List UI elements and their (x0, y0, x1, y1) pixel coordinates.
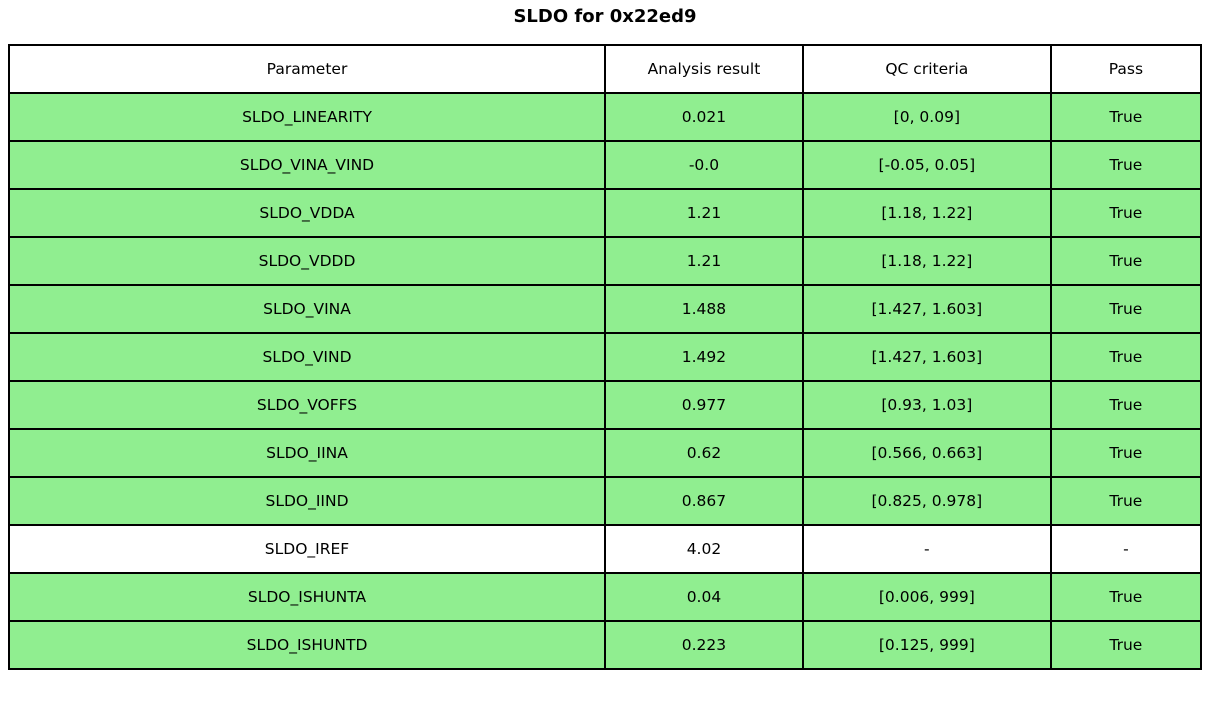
cell-parameter: SLDO_IINA (7, 428, 607, 478)
table-row: SLDO_ISHUNTD 0.223 [0.125, 999] True (7, 620, 1203, 670)
qc-results-table: Parameter Analysis result QC criteria Pa… (7, 44, 1203, 670)
header-row: Parameter Analysis result QC criteria Pa… (7, 44, 1203, 94)
cell-pass: True (1049, 332, 1203, 382)
cell-criteria: [0.125, 999] (801, 620, 1052, 670)
cell-parameter: SLDO_VOFFS (7, 380, 607, 430)
cell-parameter: SLDO_ISHUNTD (7, 620, 607, 670)
cell-result: 0.223 (604, 620, 804, 670)
table-row: SLDO_VINA_VIND -0.0 [-0.05, 0.05] True (7, 140, 1203, 190)
cell-criteria: [0.566, 0.663] (801, 428, 1052, 478)
cell-parameter: SLDO_VINA_VIND (7, 140, 607, 190)
table-row: SLDO_VOFFS 0.977 [0.93, 1.03] True (7, 380, 1203, 430)
table-header: Parameter Analysis result QC criteria Pa… (7, 44, 1203, 94)
cell-criteria: [1.18, 1.22] (801, 236, 1052, 286)
header-pass: Pass (1049, 44, 1203, 94)
cell-criteria: - (801, 524, 1052, 574)
cell-pass: True (1049, 476, 1203, 526)
header-qc-criteria: QC criteria (801, 44, 1052, 94)
table-row: SLDO_IINA 0.62 [0.566, 0.663] True (7, 428, 1203, 478)
cell-parameter: SLDO_LINEARITY (7, 92, 607, 142)
cell-result: 1.488 (604, 284, 804, 334)
cell-parameter: SLDO_IREF (7, 524, 607, 574)
cell-result: 0.62 (604, 428, 804, 478)
cell-pass: True (1049, 188, 1203, 238)
cell-criteria: [0, 0.09] (801, 92, 1052, 142)
cell-pass: True (1049, 92, 1203, 142)
cell-result: 0.977 (604, 380, 804, 430)
cell-parameter: SLDO_VDDA (7, 188, 607, 238)
table-row: SLDO_IREF 4.02- - (7, 524, 1203, 574)
cell-pass: True (1049, 572, 1203, 622)
cell-pass: True (1049, 620, 1203, 670)
cell-parameter: SLDO_VIND (7, 332, 607, 382)
header-parameter: Parameter (7, 44, 607, 94)
cell-result: -0.0 (604, 140, 804, 190)
table-row: SLDO_VDDA 1.21 [1.18, 1.22] True (7, 188, 1203, 238)
cell-result: 4.02 (604, 524, 804, 574)
cell-criteria: [0.006, 999] (801, 572, 1052, 622)
cell-criteria: [1.427, 1.603] (801, 284, 1052, 334)
cell-parameter: SLDO_VDDD (7, 236, 607, 286)
cell-parameter: SLDO_VINA (7, 284, 607, 334)
cell-pass: True (1049, 140, 1203, 190)
cell-result: 1.492 (604, 332, 804, 382)
cell-pass: True (1049, 380, 1203, 430)
cell-criteria: [1.18, 1.22] (801, 188, 1052, 238)
cell-result: 1.21 (604, 236, 804, 286)
cell-result: 0.04 (604, 572, 804, 622)
cell-pass: True (1049, 428, 1203, 478)
cell-parameter: SLDO_ISHUNTA (7, 572, 607, 622)
table-row: SLDO_VDDD 1.21 [1.18, 1.22] True (7, 236, 1203, 286)
cell-parameter: SLDO_IIND (7, 476, 607, 526)
table-body: SLDO_LINEARITY 0.021 [0, 0.09] True SLDO_VIN… (7, 92, 1203, 670)
cell-criteria: [1.427, 1.603] (801, 332, 1052, 382)
cell-criteria: [0.825, 0.978] (801, 476, 1052, 526)
figure-title: SLDO for 0x22ed9 (513, 6, 697, 27)
header-analysis-result: Analysis result (604, 44, 804, 94)
cell-result: 1.21 (604, 188, 804, 238)
cell-result: 0.021 (604, 92, 804, 142)
table-row: SLDO_VINA 1.488 [1.427, 1.603] True (7, 284, 1203, 334)
cell-criteria: [-0.05, 0.05] (801, 140, 1052, 190)
cell-pass: True (1049, 284, 1203, 334)
table-row: SLDO_LINEARITY 0.021 [0, 0.09] True (7, 92, 1203, 142)
cell-pass: - (1049, 524, 1203, 574)
cell-pass: True (1049, 236, 1203, 286)
table-row: SLDO_ISHUNTA 0.04 [0.006, 999] True (7, 572, 1203, 622)
cell-criteria: [0.93, 1.03] (801, 380, 1052, 430)
table-row: SLDO_IIND 0.867 [0.825, 0.978] True (7, 476, 1203, 526)
table-row: SLDO_VIND 1.492 [1.427, 1.603] True (7, 332, 1203, 382)
cell-result: 0.867 (604, 476, 804, 526)
